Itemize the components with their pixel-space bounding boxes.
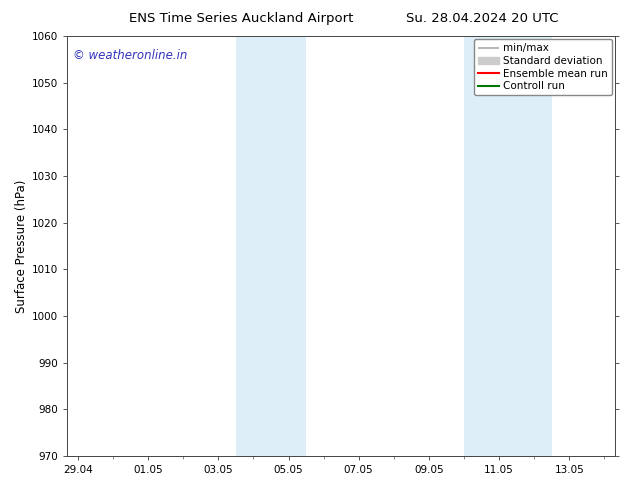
Text: ENS Time Series Auckland Airport: ENS Time Series Auckland Airport bbox=[129, 12, 353, 25]
Y-axis label: Surface Pressure (hPa): Surface Pressure (hPa) bbox=[15, 179, 28, 313]
Text: Su. 28.04.2024 20 UTC: Su. 28.04.2024 20 UTC bbox=[406, 12, 558, 25]
Bar bbox=[464, 36, 552, 456]
Text: © weatheronline.in: © weatheronline.in bbox=[73, 49, 187, 62]
Legend: min/max, Standard deviation, Ensemble mean run, Controll run: min/max, Standard deviation, Ensemble me… bbox=[474, 39, 612, 96]
Bar bbox=[236, 36, 306, 456]
